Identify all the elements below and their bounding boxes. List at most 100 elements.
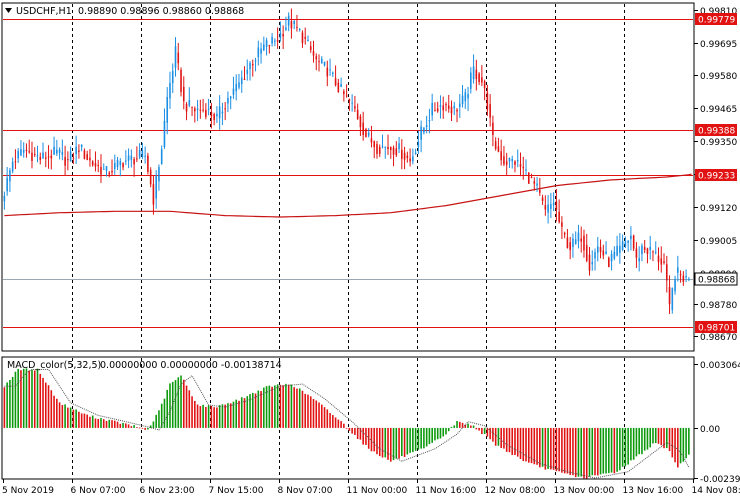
macd-bar — [122, 422, 124, 428]
macd-bar — [188, 390, 191, 428]
candle-body — [243, 79, 246, 81]
candle — [685, 269, 687, 283]
macd-bar — [602, 427, 605, 474]
macd-bar — [519, 427, 522, 460]
candle-body — [136, 158, 138, 160]
candle-body — [251, 64, 254, 66]
candle-body — [240, 77, 243, 85]
candle — [22, 142, 25, 158]
macd-bar — [439, 427, 442, 439]
candle-body — [213, 114, 215, 121]
macd-bar — [199, 406, 202, 428]
candle — [254, 57, 257, 72]
candle — [136, 146, 138, 163]
macd-bar — [304, 393, 307, 428]
candle — [155, 170, 157, 209]
candle — [205, 103, 207, 120]
candle — [163, 108, 166, 149]
candle-body — [72, 157, 75, 159]
macd-bar — [53, 395, 55, 428]
macd-bar — [235, 399, 238, 428]
candle — [561, 216, 563, 240]
candle — [309, 41, 312, 53]
candle — [315, 53, 318, 71]
candle-body — [660, 258, 663, 265]
macd-bar — [436, 427, 439, 440]
candle — [188, 87, 191, 108]
candle — [56, 139, 58, 156]
candle — [417, 130, 420, 155]
macd-bar — [177, 377, 180, 428]
candle-body — [619, 245, 621, 253]
candle-body — [646, 248, 649, 254]
candle-body — [133, 159, 135, 165]
candle-body — [458, 103, 461, 107]
candle — [436, 101, 439, 113]
candle-body — [401, 149, 403, 159]
candle-body — [130, 155, 133, 160]
candle — [3, 191, 6, 210]
candle — [635, 242, 638, 268]
price-label: 0.99465 — [700, 105, 737, 115]
candle-body — [155, 175, 157, 199]
candle-body — [138, 150, 141, 158]
candle-body — [470, 72, 472, 89]
level-tag: 0.99779 — [695, 13, 737, 26]
candle — [583, 229, 585, 258]
candle-body — [420, 126, 422, 140]
candle — [387, 134, 389, 155]
macd-bar — [525, 427, 527, 462]
candle-body — [3, 195, 6, 202]
macd-bar — [309, 396, 312, 428]
candle-body — [605, 251, 607, 255]
candle-body — [320, 58, 323, 64]
candle — [652, 250, 654, 262]
candle — [332, 71, 334, 77]
dropdown-triangle-icon[interactable] — [5, 8, 12, 13]
candle — [67, 151, 69, 171]
macd-bar — [265, 386, 268, 428]
macd-bar — [365, 427, 367, 445]
macd-bar — [630, 427, 632, 461]
macd-bar — [50, 390, 53, 428]
candle — [467, 86, 469, 111]
candle — [682, 271, 685, 286]
candle-body — [276, 40, 279, 42]
macd-bar — [497, 427, 500, 446]
macd-bar — [541, 427, 544, 467]
candle-body — [381, 146, 384, 148]
candle — [376, 141, 378, 159]
candle — [373, 140, 376, 159]
candle — [174, 37, 177, 77]
candle-body — [552, 202, 555, 206]
macd-histogram — [3, 368, 690, 479]
candle — [263, 36, 265, 51]
macd-bar — [447, 427, 450, 432]
candle — [539, 177, 541, 196]
candle — [279, 21, 282, 42]
macd-tick-label: 0.00 — [700, 425, 720, 435]
macd-bar — [130, 426, 133, 428]
macd-bar — [453, 425, 456, 428]
candle — [514, 160, 516, 173]
candle-body — [665, 264, 668, 281]
candle-body — [414, 152, 417, 155]
macd-bar — [113, 420, 116, 428]
candle — [359, 114, 362, 136]
candle — [199, 99, 202, 119]
macd-bar — [307, 394, 309, 428]
candle-body — [436, 108, 439, 112]
candle — [613, 246, 616, 261]
candle-body — [235, 83, 238, 92]
candle-body — [147, 155, 149, 172]
candle — [44, 151, 47, 168]
candle — [431, 93, 433, 121]
candle — [665, 255, 668, 293]
time-label: 14 Nov 08:00 — [692, 486, 740, 496]
macd-bar — [685, 427, 687, 459]
candle — [218, 95, 221, 130]
candle-body — [340, 84, 342, 87]
level-tag-bg — [695, 13, 737, 25]
macd-bar — [384, 427, 387, 458]
